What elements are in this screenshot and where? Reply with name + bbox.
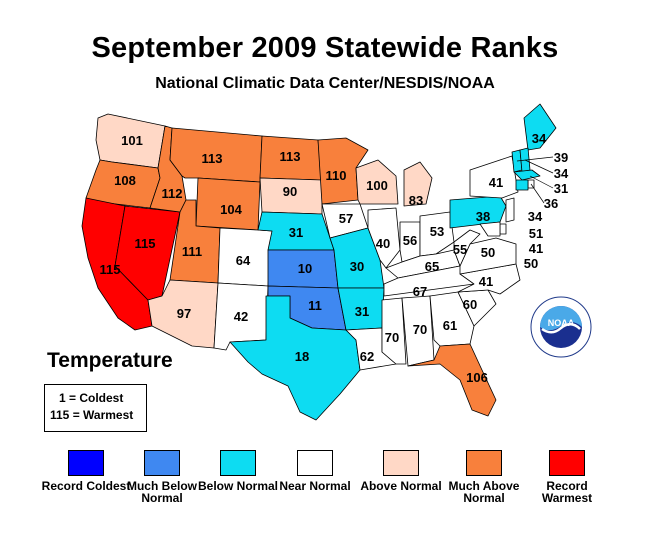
legend-swatch	[466, 450, 502, 476]
rank-label-ia: 57	[339, 211, 353, 226]
rank-label-ok: 11	[308, 298, 322, 313]
state-ny	[469, 155, 519, 199]
rank-label-id: 112	[162, 186, 183, 201]
legend-item-record-coldest: Record Coldest	[41, 450, 131, 492]
rank-label-ri: 36	[544, 196, 558, 211]
leader-line-nh	[524, 159, 554, 174]
rank-label-sc: 60	[463, 297, 477, 312]
rank-label-ar: 31	[355, 304, 369, 319]
state-wv	[453, 229, 481, 267]
rank-label-nv: 115	[135, 236, 156, 251]
legend-swatch	[68, 450, 104, 476]
rank-label-ne: 31	[289, 225, 303, 240]
state-ct	[515, 179, 529, 191]
rank-label-me: 34	[532, 131, 547, 146]
legend-item-record-warmest: Record Warmest	[522, 450, 612, 504]
rank-label-ky: 65	[425, 259, 439, 274]
rank-label-vt: 39	[554, 150, 568, 165]
legend-swatch	[549, 450, 585, 476]
rank-label-al: 70	[413, 322, 427, 337]
rank-label-la: 62	[360, 349, 374, 364]
legend-label: Much Below Normal	[126, 479, 197, 505]
rank-label-az: 97	[177, 306, 191, 321]
rank-label-sd: 90	[283, 184, 297, 199]
legend-item-above: Above Normal	[356, 450, 446, 492]
rank-label-nj: 51	[529, 226, 543, 241]
rank-label-pa: 38	[476, 209, 490, 224]
rank-label-mi: 83	[409, 193, 423, 208]
rank-label-mn: 110	[326, 168, 347, 183]
rank-label-tx: 18	[295, 349, 309, 364]
state-fl	[407, 343, 497, 417]
state-ms	[381, 297, 407, 365]
rank-label-wa: 101	[121, 133, 143, 148]
rank-key: 1 = Coldest 115 = Warmest	[44, 384, 147, 432]
rank-label-tn: 67	[413, 284, 427, 299]
state-nj	[505, 197, 515, 223]
rank-label-fl: 106	[466, 370, 488, 385]
legend-label: Much Above Normal	[448, 479, 520, 505]
rank-label-oh: 53	[430, 224, 444, 239]
noaa-logo: NOAA	[530, 296, 592, 358]
state-wi	[355, 159, 399, 205]
logo-bird	[541, 323, 581, 334]
rank-label-ca: 115	[100, 262, 121, 277]
legend-item-much-above: Much Above Normal	[439, 450, 529, 504]
rank-label-il: 40	[376, 236, 390, 251]
rank-label-co: 64	[236, 253, 251, 268]
legend-swatch	[220, 450, 256, 476]
rank-label-ut: 111	[182, 244, 202, 259]
rank-label-nd: 113	[280, 149, 301, 164]
legend-item-much-below: Much Below Normal	[117, 450, 207, 504]
rank-label-mo: 30	[350, 259, 364, 274]
key-warmest: 115 = Warmest	[50, 408, 134, 422]
rank-label-nm: 42	[234, 309, 248, 324]
rank-label-wi: 100	[366, 178, 388, 193]
map-title: September 2009 Statewide Ranks	[91, 32, 559, 64]
state-me	[523, 103, 557, 151]
rank-label-wy: 104	[220, 202, 242, 217]
rank-label-nc: 41	[479, 274, 493, 289]
rank-label-wv: 55	[453, 242, 467, 257]
state-ma	[513, 169, 541, 181]
rank-label-mt: 113	[202, 151, 223, 166]
rank-label-ms: 70	[385, 330, 399, 345]
rank-label-ga: 61	[443, 318, 457, 333]
state-tx	[229, 295, 361, 421]
legend-item-below: Below Normal	[193, 450, 283, 492]
rank-label-nh: 34	[554, 166, 569, 181]
rank-label-de: 41	[529, 241, 543, 256]
leader-line-vt	[516, 156, 554, 162]
state-md	[479, 221, 501, 237]
key-coldest: 1 = Coldest	[59, 391, 124, 405]
rank-label-va: 50	[481, 245, 495, 260]
state-mi	[403, 161, 433, 207]
state-de	[499, 223, 507, 235]
legend-item-near: Near Normal	[270, 450, 360, 492]
rank-label-ma: 31	[554, 181, 568, 196]
rank-label-md: 50	[524, 256, 538, 271]
logo-sky	[540, 306, 582, 331]
leader-line-ri	[530, 183, 545, 204]
legend-label: Record Warmest	[541, 479, 593, 505]
legend-label: Near Normal	[279, 479, 351, 493]
legend-swatch	[297, 450, 333, 476]
legend-swatch	[383, 450, 419, 476]
state-nc	[457, 263, 521, 295]
rank-label-ks: 10	[298, 261, 312, 276]
state-oh	[419, 211, 455, 257]
logo-wordmark: NOAA	[548, 318, 575, 328]
map-subtitle: National Climatic Data Center/NESDIS/NOA…	[155, 75, 495, 92]
rank-label-or: 108	[114, 173, 136, 188]
legend-swatch	[144, 450, 180, 476]
rank-label-ct: 34	[528, 209, 543, 224]
rank-label-ny: 41	[489, 175, 503, 190]
legend-label: Below Normal	[197, 479, 278, 493]
parameter-label: Temperature	[47, 349, 173, 372]
legend-label: Above Normal	[360, 479, 442, 493]
legend-label: Record Coldest	[41, 479, 131, 493]
leader-line-ma	[529, 175, 554, 189]
rank-label-in: 56	[403, 233, 417, 248]
